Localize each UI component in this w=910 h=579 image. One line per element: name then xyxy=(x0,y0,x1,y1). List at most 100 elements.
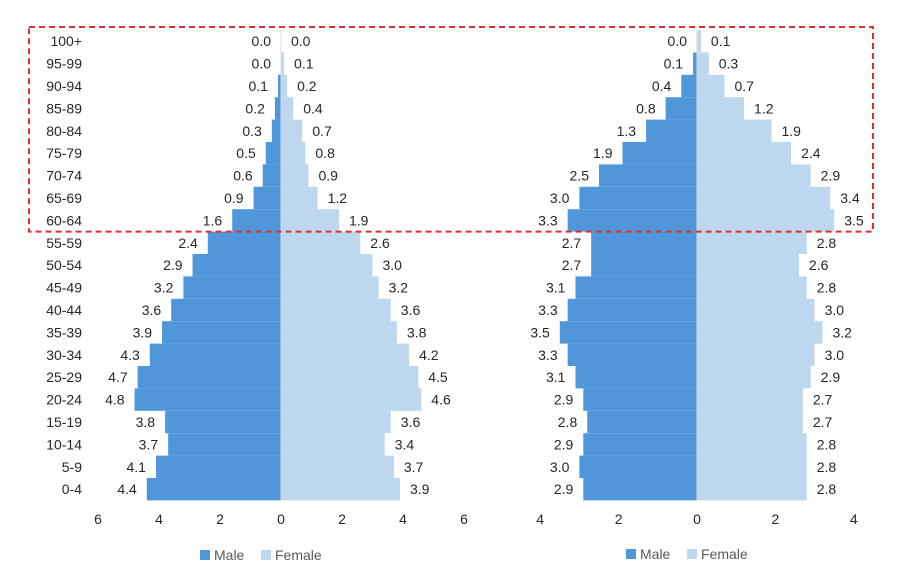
label-female-65-69: 1.2 xyxy=(328,190,348,206)
age-label-100+: 100+ xyxy=(50,33,82,49)
bar-female-40-44 xyxy=(281,298,391,322)
bar-female-45-49 xyxy=(697,276,807,299)
label-female-15-19: 2.7 xyxy=(813,414,833,430)
label-female-50-54: 3.0 xyxy=(383,257,403,273)
bar-female-30-34 xyxy=(281,343,410,366)
label-male-40-44: 3.6 xyxy=(142,302,162,318)
x-tick-1-1: 2 xyxy=(615,511,623,527)
bar-female-0-4 xyxy=(697,478,807,501)
age-label-65-69: 65-69 xyxy=(46,190,82,206)
label-female-30-34: 4.2 xyxy=(419,347,439,363)
label-female-0-4: 3.9 xyxy=(410,481,430,497)
bar-female-80-84 xyxy=(281,119,303,142)
label-female-50-54: 2.6 xyxy=(809,257,829,273)
label-male-50-54: 2.9 xyxy=(163,257,183,273)
label-male-20-24: 2.9 xyxy=(554,392,574,408)
label-female-5-9: 2.8 xyxy=(817,459,837,475)
label-female-100+: 0.0 xyxy=(291,33,311,49)
bar-male-85-89 xyxy=(665,97,697,120)
bar-male-90-94 xyxy=(277,74,281,98)
x-tick-0-4: 2 xyxy=(338,511,346,527)
age-label-95-99: 95-99 xyxy=(46,56,82,72)
label-female-60-64: 1.9 xyxy=(349,212,369,228)
bar-female-60-64 xyxy=(281,209,339,232)
label-male-0-4: 4.4 xyxy=(117,481,137,497)
bar-female-25-29 xyxy=(697,366,811,389)
age-label-60-64: 60-64 xyxy=(46,212,82,228)
bar-male-70-74 xyxy=(599,164,697,187)
label-female-35-39: 3.2 xyxy=(832,324,852,340)
bar-female-5-9 xyxy=(281,455,394,478)
label-male-15-19: 3.8 xyxy=(136,414,156,430)
highlight-box xyxy=(28,26,874,233)
label-female-70-74: 2.9 xyxy=(821,168,841,184)
label-male-100+: 0.0 xyxy=(252,33,272,49)
label-female-35-39: 3.8 xyxy=(407,324,427,340)
bar-female-80-84 xyxy=(697,119,772,142)
bar-female-35-39 xyxy=(281,321,397,344)
bar-female-25-29 xyxy=(281,366,419,389)
bar-female-70-74 xyxy=(697,164,811,187)
age-label-75-79: 75-79 xyxy=(46,145,82,161)
label-male-55-59: 2.4 xyxy=(178,235,198,251)
label-male-75-79: 1.9 xyxy=(593,145,613,161)
label-male-5-9: 3.0 xyxy=(550,459,570,475)
bar-female-65-69 xyxy=(697,186,831,210)
label-female-0-4: 2.8 xyxy=(817,481,837,497)
bar-male-95-99 xyxy=(693,52,697,75)
bar-male-5-9 xyxy=(155,455,281,478)
x-tick-1-0: 4 xyxy=(536,511,544,527)
age-label-40-44: 40-44 xyxy=(46,302,82,318)
label-female-25-29: 4.5 xyxy=(428,369,448,385)
label-female-75-79: 2.4 xyxy=(801,145,821,161)
label-female-95-99: 0.1 xyxy=(294,56,314,72)
bar-female-45-49 xyxy=(281,276,379,299)
label-female-55-59: 2.6 xyxy=(370,235,390,251)
label-male-95-99: 0.0 xyxy=(252,56,272,72)
bar-female-55-59 xyxy=(697,231,807,254)
label-male-90-94: 0.1 xyxy=(248,78,268,94)
label-male-10-14: 3.7 xyxy=(139,436,159,452)
label-female-10-14: 2.8 xyxy=(817,436,837,452)
bar-male-55-59 xyxy=(207,231,281,254)
label-male-0-4: 2.9 xyxy=(554,481,574,497)
age-label-15-19: 15-19 xyxy=(46,414,82,430)
label-female-20-24: 2.7 xyxy=(813,392,833,408)
label-male-15-19: 2.8 xyxy=(558,414,578,430)
bar-male-60-64 xyxy=(232,209,281,232)
age-label-45-49: 45-49 xyxy=(46,280,82,296)
bar-male-70-74 xyxy=(262,164,281,187)
bar-male-90-94 xyxy=(681,74,697,98)
bar-female-15-19 xyxy=(281,410,391,434)
bar-male-10-14 xyxy=(583,433,697,456)
label-female-70-74: 0.9 xyxy=(318,168,338,184)
legend-swatch-female-0 xyxy=(261,550,271,560)
label-male-60-64: 1.6 xyxy=(203,212,223,228)
label-male-90-94: 0.4 xyxy=(652,78,672,94)
label-female-15-19: 3.6 xyxy=(401,414,421,430)
label-male-35-39: 3.9 xyxy=(133,324,153,340)
label-male-85-89: 0.8 xyxy=(636,100,656,116)
label-female-60-64: 3.5 xyxy=(844,212,864,228)
bar-male-25-29 xyxy=(575,366,697,389)
bar-female-5-9 xyxy=(697,455,807,478)
bar-female-20-24 xyxy=(281,388,422,411)
legend-label-female-1: Female xyxy=(701,546,748,562)
label-female-10-14: 3.4 xyxy=(395,436,415,452)
label-male-70-74: 2.5 xyxy=(570,168,590,184)
label-female-40-44: 3.0 xyxy=(825,302,845,318)
x-tick-0-2: 2 xyxy=(216,511,224,527)
bar-female-70-74 xyxy=(281,164,309,187)
label-male-80-84: 1.3 xyxy=(617,123,637,139)
label-male-40-44: 3.3 xyxy=(538,302,558,318)
label-female-95-99: 0.3 xyxy=(719,56,739,72)
label-female-90-94: 0.7 xyxy=(734,78,754,94)
x-tick-1-2: 0 xyxy=(693,511,701,527)
bar-male-35-39 xyxy=(559,321,697,344)
bar-female-100+ xyxy=(697,30,701,53)
bar-female-40-44 xyxy=(697,298,815,322)
label-male-5-9: 4.1 xyxy=(126,459,146,475)
bar-female-95-99 xyxy=(697,52,709,75)
bar-male-25-29 xyxy=(137,366,281,389)
label-female-85-89: 0.4 xyxy=(303,100,323,116)
